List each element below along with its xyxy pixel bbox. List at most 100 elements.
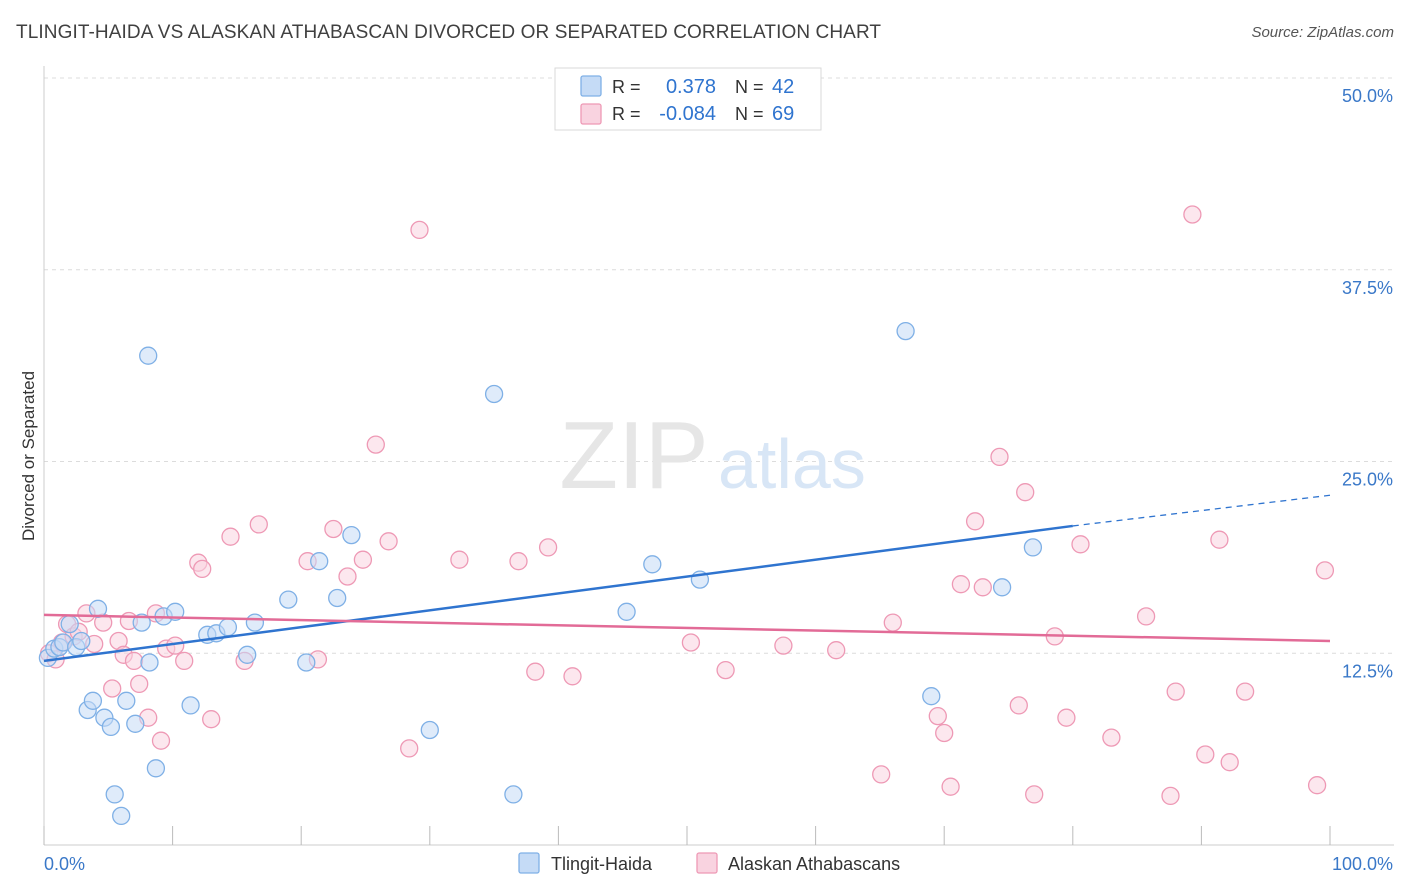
legend-swatch-blue: [580, 75, 602, 97]
athabascan-point-64: [1183, 205, 1202, 224]
legend-n-value-2: 69: [772, 103, 794, 125]
athabascan-point-69: [1307, 776, 1327, 795]
bottom-legend-swatch-pink: [696, 852, 718, 874]
tlingit-point-28: [279, 590, 298, 609]
athabascan-point-29: [324, 519, 343, 539]
athabascan-point-31: [353, 550, 373, 569]
y-tick-label-0: 12.5%: [1342, 661, 1393, 681]
tlingit-point-18: [146, 759, 166, 778]
athabascan-point-66: [1210, 530, 1229, 549]
athabascan-point-62: [1161, 786, 1180, 806]
athabascan-point-55: [1016, 483, 1035, 502]
athabascan-point-23: [202, 710, 221, 729]
athabascan-point-54: [1009, 696, 1028, 715]
athabascan-point-65: [1196, 745, 1215, 764]
athabascan-point-30: [338, 567, 357, 586]
athabascan-point-42: [716, 660, 735, 680]
athabascan-point-67: [1220, 753, 1239, 772]
chart-source: Source: ZipAtlas.com: [1251, 24, 1394, 41]
athabascan-point-46: [883, 613, 902, 632]
tlingit-point-4: [60, 614, 79, 634]
tlingit-point-31: [328, 588, 347, 608]
athabascan-point-14: [130, 674, 149, 694]
x-tick-label-1: 100.0%: [1332, 854, 1393, 874]
y-tick-label-3: 50.0%: [1342, 86, 1393, 106]
bottom-legend-swatch-blue: [518, 852, 540, 874]
tlingit-point-30: [310, 552, 329, 571]
y-tick-label-1: 25.0%: [1342, 470, 1393, 490]
tlingit-point-37: [643, 555, 662, 574]
athabascan-point-53: [990, 447, 1009, 467]
athabascan-point-51: [965, 512, 985, 531]
tlingit-point-15: [126, 714, 145, 733]
athabascan-point-26: [249, 515, 268, 534]
athabascan-point-37: [509, 552, 528, 571]
tlingit-point-26: [245, 613, 265, 632]
tlingit-point-41: [992, 578, 1012, 597]
tlingit-point-25: [238, 645, 257, 664]
watermark-zip: ZIP: [559, 402, 708, 509]
athabascan-point-68: [1235, 682, 1255, 701]
athabascan-point-59: [1071, 535, 1090, 554]
legend-r-label-1: R =: [612, 77, 641, 97]
tlingit-point-27: [139, 346, 158, 365]
chart-title: TLINGIT-HAIDA VS ALASKAN ATHABASCAN DIVO…: [16, 22, 882, 43]
tlingit-point-14: [117, 691, 136, 710]
y-tick-label-2: 37.5%: [1342, 278, 1393, 298]
trend-lines: [43, 494, 1331, 663]
athabascan-point-39: [538, 538, 558, 557]
legend-n-label-1: N =: [735, 77, 764, 97]
bottom-legend-label-1: Tlingit-Haida: [551, 854, 653, 874]
athabascan-point-17: [151, 731, 171, 750]
athabascan-point-36: [450, 550, 469, 569]
tlingit-point-40: [922, 687, 941, 706]
watermark: ZIP atlas: [559, 402, 866, 509]
athabascan-point-58: [1057, 708, 1076, 727]
tlingit-point-35: [504, 785, 523, 804]
tlingit-point-21: [181, 696, 200, 715]
tlingit-trend-extension: [1072, 494, 1331, 527]
legend-r-label-2: R =: [612, 104, 641, 124]
tlingit-point-20: [166, 602, 185, 621]
athabascan-point-32: [366, 435, 385, 454]
legend-swatch-pink: [580, 103, 602, 125]
gridlines: [44, 77, 1394, 654]
data-points: [38, 205, 1335, 826]
athabascan-point-44: [827, 641, 846, 660]
athabascan-point-49: [941, 777, 960, 796]
tlingit-point-32: [342, 525, 361, 545]
athabascan-point-33: [379, 532, 398, 551]
axes: [43, 66, 1394, 846]
tlingit-point-39: [896, 321, 915, 341]
athabascan-point-38: [526, 662, 545, 681]
athabascan-point-43: [774, 636, 793, 655]
athabascan-point-61: [1136, 607, 1156, 626]
athabascan-point-13: [124, 651, 144, 671]
tlingit-point-16: [132, 613, 151, 632]
athabascan-point-47: [928, 706, 947, 726]
athabascan-point-40: [563, 667, 582, 686]
tlingit-point-33: [420, 720, 439, 740]
stats-legend: R = 0.378 N = 42 R = -0.084 N = 69: [554, 67, 822, 131]
athabascan-trend-line: [43, 613, 1331, 643]
tick-labels: 12.5% 25.0% 37.5% 50.0% 0.0% 100.0%: [44, 86, 1393, 874]
athabascan-point-70: [1315, 561, 1335, 580]
tlingit-point-8: [83, 691, 103, 710]
athabascan-point-60: [1102, 728, 1121, 747]
legend-n-value-1: 42: [772, 76, 794, 98]
tlingit-point-24: [218, 618, 238, 637]
watermark-atlas: atlas: [718, 425, 866, 503]
athabascan-point-34: [400, 739, 419, 758]
tlingit-point-6: [72, 631, 91, 651]
legend-n-label-2: N =: [735, 104, 764, 124]
athabascan-point-9: [103, 679, 122, 698]
athabascan-point-50: [951, 575, 971, 594]
athabascan-point-63: [1166, 682, 1185, 701]
athabascan-point-41: [681, 633, 701, 652]
tlingit-point-29: [297, 653, 316, 672]
tlingit-point-11: [101, 717, 121, 737]
tlingit-point-42: [1023, 538, 1043, 557]
bottom-legend-label-2: Alaskan Athabascans: [728, 854, 900, 874]
